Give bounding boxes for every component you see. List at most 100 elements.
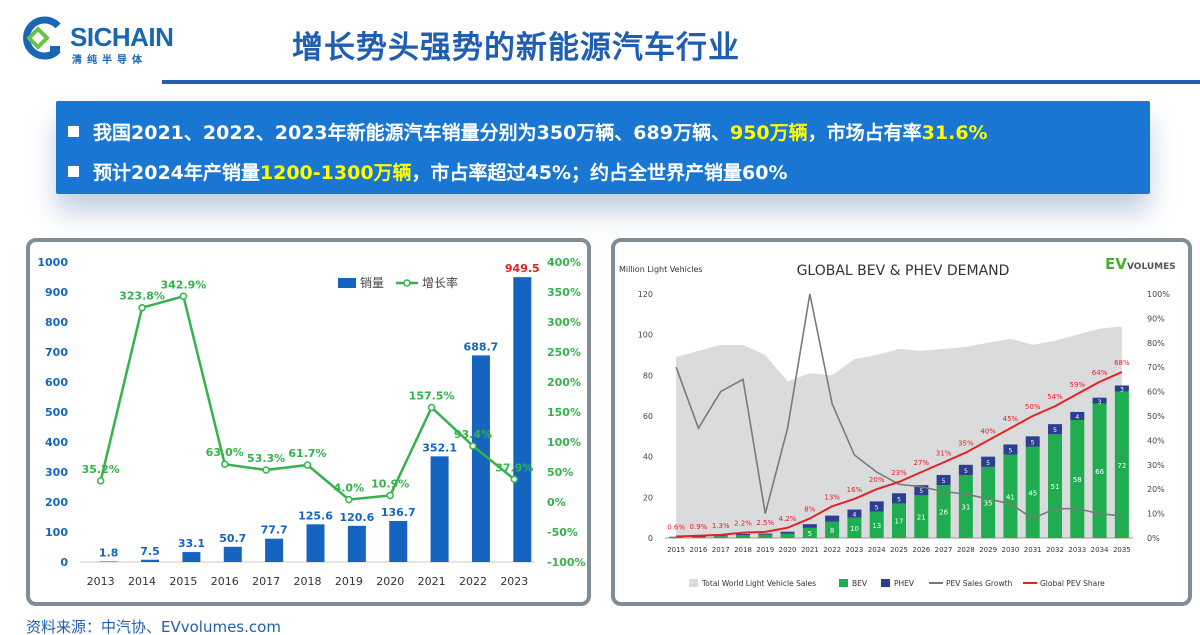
sales-data-label: 949.5 — [505, 262, 540, 275]
sales-bar — [306, 524, 325, 562]
share-data-label: 59% — [1070, 381, 1086, 389]
sichain-logo: SICHAIN 清纯半导体 — [14, 12, 174, 66]
phev-bar — [1048, 424, 1062, 435]
phev-data-label: 5 — [1031, 439, 1035, 446]
x-tick-label: 2025 — [890, 546, 908, 554]
legend-bar-label: 销量 — [360, 276, 384, 290]
sales-bar — [389, 520, 408, 562]
share-data-label: 23% — [891, 469, 907, 477]
bullet-icon — [68, 126, 79, 137]
phev-data-label: 3 — [1120, 387, 1124, 394]
x-tick-label: 2013 — [87, 575, 115, 588]
phev-bar — [981, 456, 996, 467]
y-tick-label: 900 — [45, 286, 68, 299]
y-tick-label: 100 — [45, 526, 68, 539]
phev-data-label: 4 — [1075, 414, 1079, 421]
legend-label: Total World Light Vehicle Sales — [701, 579, 816, 588]
share-data-label: 2.5% — [756, 519, 774, 527]
share-data-label: 1.3% — [712, 522, 730, 530]
legend-label: Global PEV Share — [1040, 579, 1105, 588]
banner-1-highlight-sales: 950万辆 — [729, 122, 808, 144]
page-title: 增长势头强势的新能源汽车行业 — [292, 30, 740, 66]
x-tick-label: 2024 — [868, 546, 886, 554]
y2-tick-label: 40% — [1147, 436, 1165, 445]
y-tick-label: 0 — [60, 556, 68, 569]
growth-data-label: 53.3% — [247, 452, 285, 465]
phev-bar — [1025, 436, 1040, 447]
sales-bar — [182, 552, 201, 562]
y-tick-label: 200 — [45, 496, 68, 509]
y2-tick-label: 350% — [547, 286, 581, 299]
brand-volumes: VOLUMES — [1127, 262, 1176, 272]
bev-bar — [1048, 434, 1062, 538]
summary-banner: 我国2021、2022、2023年新能源汽车销量分别为350万辆、689万辆、9… — [56, 101, 1150, 194]
growth-rate-point — [303, 461, 312, 469]
share-data-label: 40% — [980, 427, 996, 435]
growth-rate-point — [469, 442, 477, 450]
sales-bar — [265, 538, 284, 562]
sales-data-label: 136.7 — [381, 506, 416, 519]
sales-bar — [223, 546, 242, 562]
share-data-label: 13% — [824, 493, 840, 501]
y-tick-label: 700 — [45, 346, 68, 359]
sales-data-label: 50.7 — [219, 532, 246, 545]
sales-bar — [347, 525, 366, 562]
legend-swatch — [881, 579, 890, 587]
bev-data-label: 26 — [939, 509, 948, 517]
sales-bar — [99, 561, 118, 562]
bev-data-label: 51 — [1051, 483, 1060, 491]
pev-share-line — [676, 371, 1123, 538]
bev-bar — [825, 521, 840, 538]
legend-label: BEV — [852, 579, 868, 588]
bev-bar — [736, 535, 750, 538]
sales-data-label: 1.8 — [99, 546, 119, 559]
phev-bar — [758, 533, 773, 535]
legend-label: PEV Sales Growth — [946, 579, 1013, 588]
share-data-label: 0.9% — [690, 523, 708, 531]
y2-tick-label: 400% — [547, 256, 581, 269]
phev-data-label: 5 — [964, 468, 968, 475]
x-tick-label: 2034 — [1091, 546, 1109, 554]
x-tick-label: 2020 — [376, 575, 404, 588]
legend-label: PHEV — [894, 579, 915, 588]
y-tick-label: 0 — [648, 534, 653, 543]
phev-bar — [892, 493, 906, 504]
y2-tick-label: 60% — [1147, 388, 1165, 397]
y2-tick-label: 80% — [1147, 339, 1165, 348]
phev-data-label: 4 — [853, 512, 857, 519]
phev-data-label: 5 — [875, 504, 879, 511]
legend-line-marker — [403, 279, 411, 287]
phev-data-label: 5 — [986, 460, 990, 467]
bev-bar — [780, 533, 795, 538]
phev-bar — [802, 524, 817, 528]
growth-data-label: 37.9% — [495, 461, 533, 474]
x-tick-label: 2016 — [690, 546, 708, 554]
growth-rate-point — [427, 403, 436, 412]
phev-data-label: 3 — [1098, 399, 1102, 406]
growth-rate-point — [510, 475, 519, 484]
growth-data-label: 93.4% — [454, 428, 492, 441]
growth-rate-point — [221, 460, 229, 468]
y2-tick-label: 90% — [1147, 314, 1165, 323]
sales-data-label: 7.5 — [140, 545, 160, 558]
chart-title: GLOBAL BEV & PHEV DEMAND — [797, 263, 1010, 279]
growth-rate-point — [345, 495, 353, 504]
phev-bar — [780, 531, 795, 534]
y2-tick-label: 20% — [1147, 485, 1165, 494]
y2-tick-label: 300% — [547, 316, 581, 329]
phev-bar — [936, 474, 951, 486]
bev-bar — [847, 517, 862, 538]
title-divider — [162, 80, 1200, 84]
y2-tick-label: 10% — [1147, 510, 1165, 519]
y2-tick-label: -100% — [547, 556, 586, 569]
y-tick-label: 120 — [638, 290, 653, 299]
y2-tick-label: 150% — [547, 406, 581, 419]
bev-data-label: 5 — [808, 530, 812, 538]
x-tick-label: 2022 — [823, 546, 841, 554]
bev-bar — [758, 534, 773, 538]
banner-2-prefix: 预计2024年产销量 — [93, 162, 260, 184]
y-tick-label: 400 — [45, 436, 68, 449]
china-sales-chart: 0 100 200 300 400 500 600 700 800 900 1000 -100% -50… — [37, 256, 586, 588]
bev-data-label: 13 — [872, 522, 881, 530]
bev-data-label: 66 — [1095, 468, 1104, 476]
